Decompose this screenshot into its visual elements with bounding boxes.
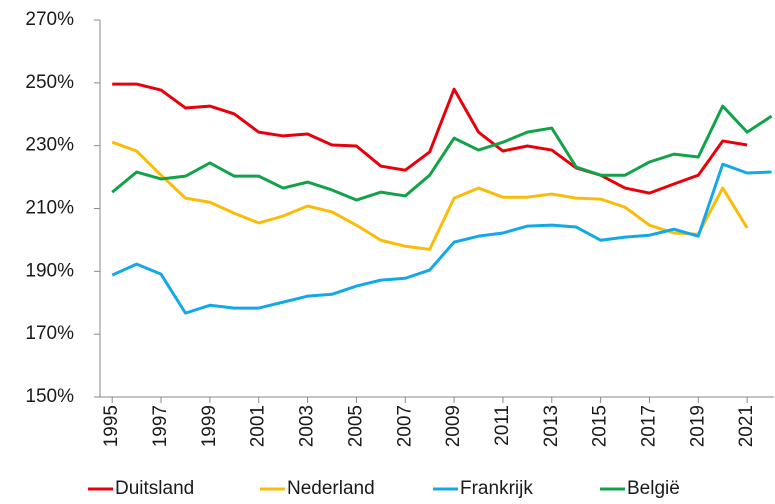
x-tick-label: 2017 [638, 405, 659, 447]
y-tick-label: 170% [25, 323, 74, 344]
y-tick-label: 210% [25, 198, 74, 219]
y-tick-label: 150% [25, 386, 74, 407]
x-tick-label: 2011 [492, 405, 513, 446]
x-tick-label: 2019 [687, 405, 708, 447]
y-tick-label: 270% [25, 9, 74, 30]
legend-label: Frankrijk [460, 478, 533, 499]
x-tick-label: 2021 [736, 405, 757, 447]
x-tick-label: 2009 [443, 405, 464, 447]
x-tick-label: 1995 [101, 405, 122, 447]
x-tick-label: 1997 [150, 405, 171, 447]
legend-label: België [627, 478, 680, 499]
series-line [112, 82, 748, 195]
x-tick-label: 2015 [590, 405, 611, 447]
legend-label: Nederland [287, 478, 375, 499]
legend-label: Duitsland [115, 478, 194, 499]
y-tick-label: 190% [25, 260, 74, 281]
x-tick-label: 2007 [394, 405, 415, 447]
y-tick-label: 230% [25, 135, 74, 156]
series-line [111, 140, 749, 251]
series-line [111, 104, 773, 202]
x-tick-label: 2003 [297, 405, 318, 447]
x-tick-label: 2005 [345, 405, 366, 447]
series-line [111, 162, 772, 315]
x-tick-label: 2001 [248, 405, 269, 447]
x-tick-label: 1999 [199, 405, 220, 447]
x-tick-label: 2013 [541, 405, 562, 447]
y-tick-label: 250% [25, 72, 74, 93]
